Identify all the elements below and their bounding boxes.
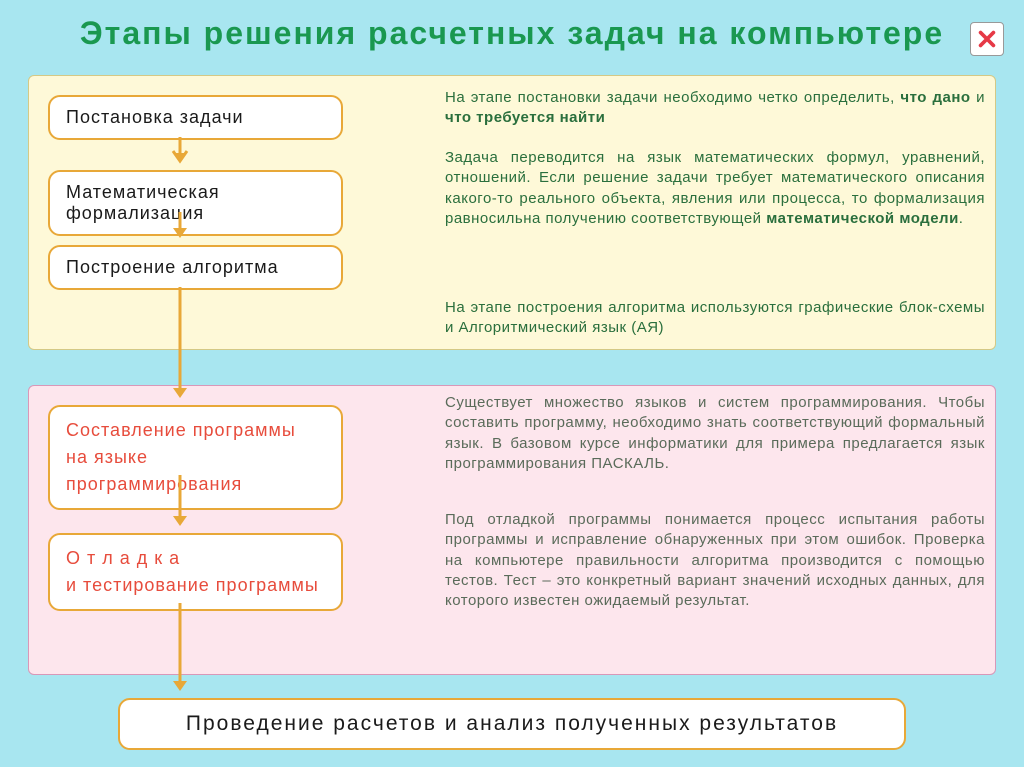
desc-1b1: что дано [900, 89, 970, 106]
stage-box-2: Математическая формализация [48, 170, 343, 236]
desc-1c: и [971, 89, 985, 106]
close-icon [976, 28, 998, 50]
desc-1: На этапе постановки задачи необходимо че… [445, 88, 985, 129]
close-button[interactable] [970, 22, 1004, 56]
stage-5-line1: О т л а д к а [66, 548, 180, 568]
stage-5-line2: и тестирование программы [66, 575, 319, 595]
arrow-1 [170, 137, 190, 167]
page-title: Этапы решения расчетных задач на компьют… [0, 0, 1024, 62]
desc-5: Под отладкой программы понимается процес… [445, 510, 985, 611]
stage-box-5: О т л а д к а и тестирование программы [48, 533, 343, 611]
desc-2: Задача переводится на язык математически… [445, 148, 985, 229]
stage-box-3: Построение алгоритма [48, 245, 343, 290]
stage-box-4: Составление программы на языке программи… [48, 405, 343, 510]
desc-2b: математической модели [766, 210, 959, 227]
desc-1b2: что требуется найти [445, 109, 605, 126]
desc-2c: . [959, 210, 964, 227]
desc-4: Существует множество языков и систем про… [445, 393, 985, 474]
arrow-2 [170, 212, 190, 242]
desc-1a: На этапе постановки задачи необходимо че… [445, 89, 900, 106]
stage-box-final: Проведение расчетов и анализ полученных … [118, 698, 906, 750]
arrow-3 [170, 287, 190, 402]
desc-3: На этапе построения алгоритма используют… [445, 298, 985, 339]
arrow-4 [170, 475, 190, 530]
stage-4-line1: Составление программы [66, 420, 296, 440]
stage-box-1: Постановка задачи [48, 95, 343, 140]
stage-4-line2: на языке программирования [66, 447, 242, 494]
arrow-5 [170, 603, 190, 695]
